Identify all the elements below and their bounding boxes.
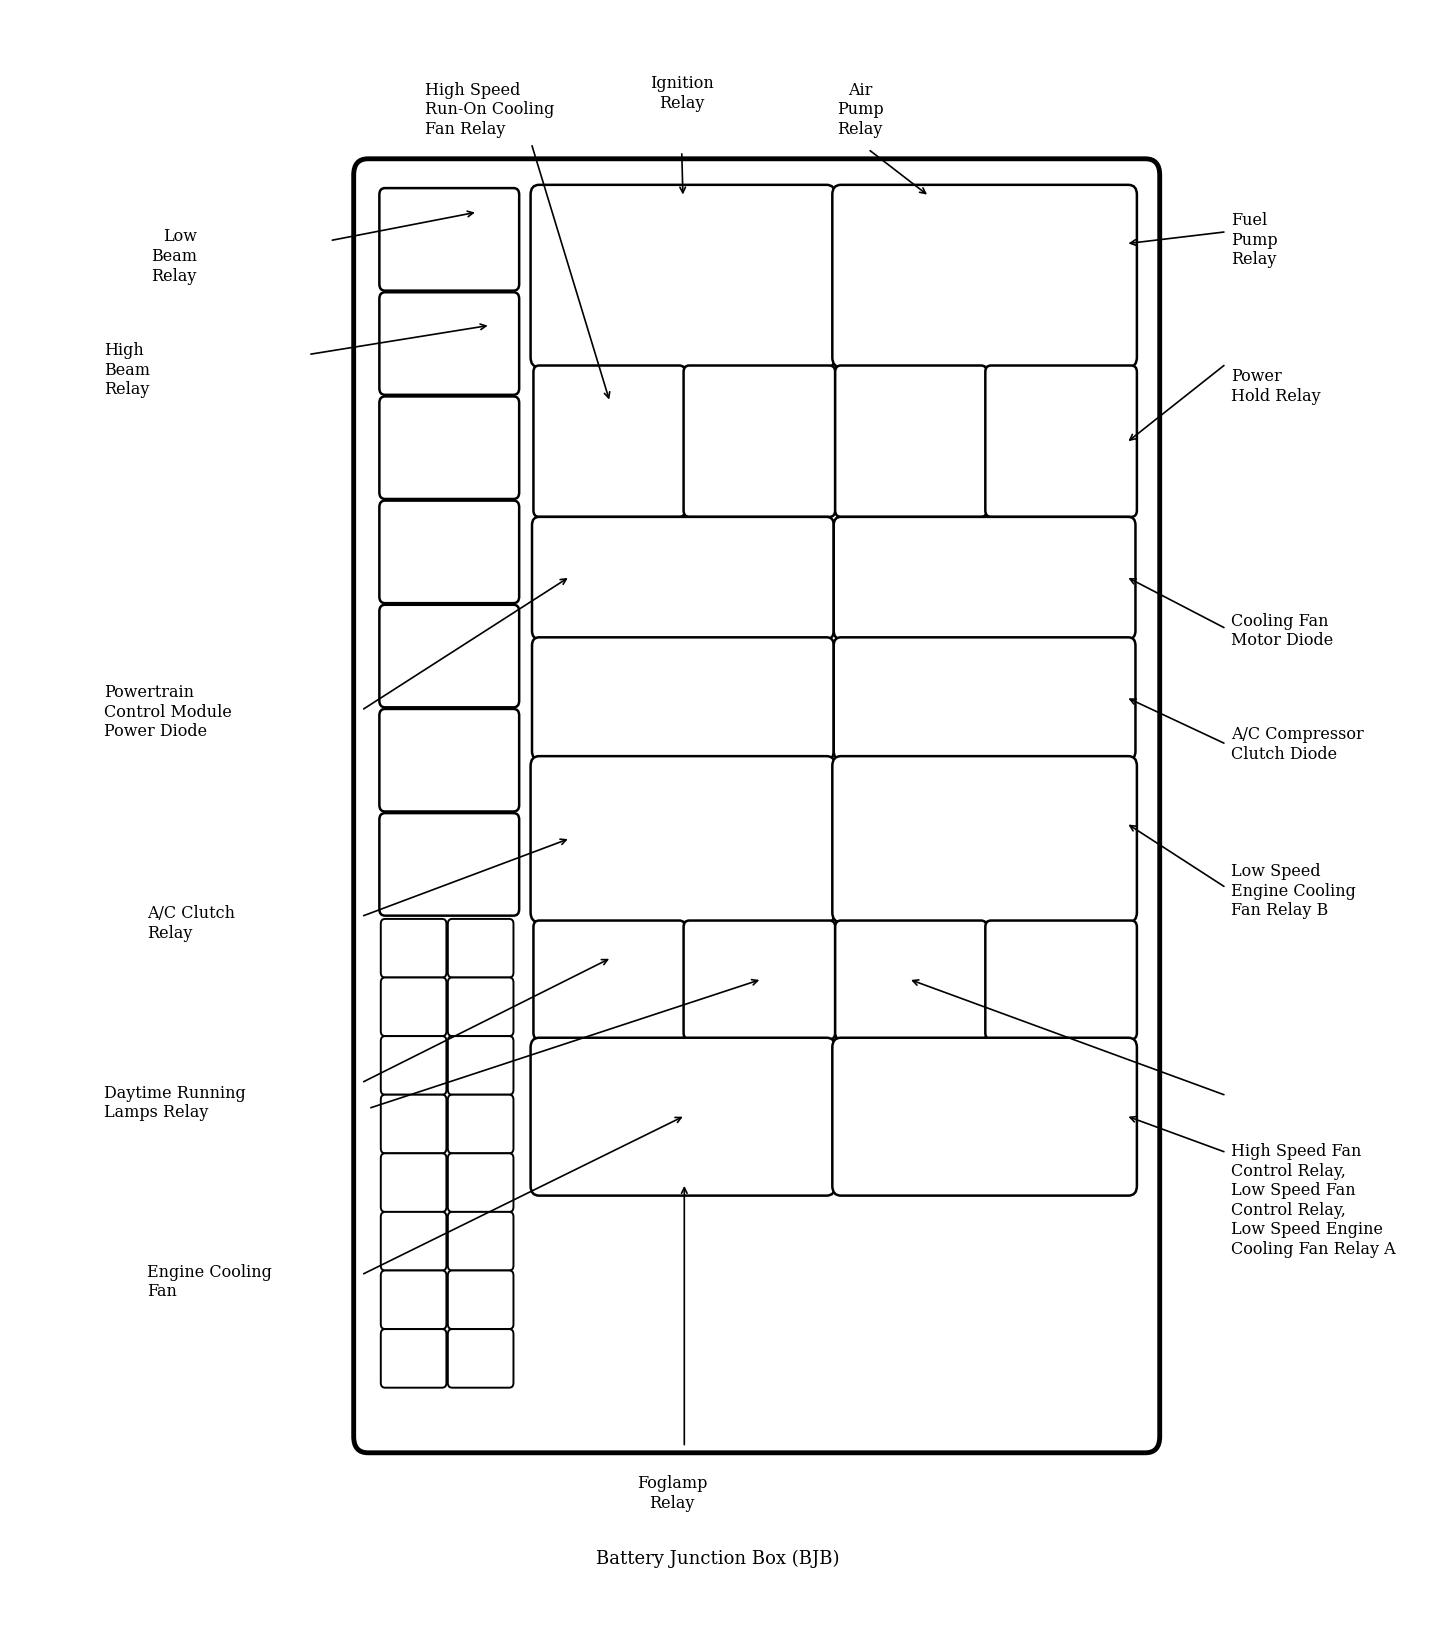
FancyBboxPatch shape (986, 921, 1137, 1039)
FancyBboxPatch shape (531, 185, 835, 366)
FancyBboxPatch shape (380, 605, 519, 707)
Text: Powertrain
Control Module
Power Diode: Powertrain Control Module Power Diode (104, 684, 232, 741)
Text: Power
Hold Relay: Power Hold Relay (1231, 368, 1320, 406)
FancyBboxPatch shape (532, 517, 834, 640)
FancyBboxPatch shape (447, 1328, 514, 1387)
FancyBboxPatch shape (684, 365, 835, 517)
FancyBboxPatch shape (835, 921, 987, 1039)
FancyBboxPatch shape (531, 1037, 835, 1196)
Text: Foglamp
Relay: Foglamp Relay (636, 1476, 707, 1512)
FancyBboxPatch shape (986, 365, 1137, 517)
FancyBboxPatch shape (380, 501, 519, 604)
FancyBboxPatch shape (684, 921, 835, 1039)
FancyBboxPatch shape (834, 638, 1136, 759)
Text: Daytime Running
Lamps Relay: Daytime Running Lamps Relay (104, 1085, 245, 1121)
Text: High Speed
Run-On Cooling
Fan Relay: High Speed Run-On Cooling Fan Relay (426, 82, 554, 137)
FancyBboxPatch shape (380, 396, 519, 499)
Text: Low Speed
Engine Cooling
Fan Relay B: Low Speed Engine Cooling Fan Relay B (1231, 864, 1356, 919)
FancyBboxPatch shape (835, 365, 987, 517)
Text: A/C Compressor
Clutch Diode: A/C Compressor Clutch Diode (1231, 726, 1364, 762)
Text: Cooling Fan
Motor Diode: Cooling Fan Motor Diode (1231, 612, 1333, 649)
FancyBboxPatch shape (534, 365, 685, 517)
FancyBboxPatch shape (381, 1212, 446, 1271)
FancyBboxPatch shape (447, 919, 514, 978)
FancyBboxPatch shape (447, 978, 514, 1036)
Text: Low
Beam
Relay: Low Beam Relay (150, 229, 196, 285)
Text: Ignition
Relay: Ignition Relay (649, 75, 714, 111)
FancyBboxPatch shape (834, 517, 1136, 640)
FancyBboxPatch shape (447, 1271, 514, 1328)
FancyBboxPatch shape (833, 756, 1137, 923)
FancyBboxPatch shape (534, 921, 685, 1039)
FancyBboxPatch shape (447, 1036, 514, 1094)
FancyBboxPatch shape (381, 1328, 446, 1387)
FancyBboxPatch shape (447, 1212, 514, 1271)
FancyBboxPatch shape (531, 756, 835, 923)
FancyBboxPatch shape (833, 1037, 1137, 1196)
Text: Fuel
Pump
Relay: Fuel Pump Relay (1231, 213, 1277, 268)
Text: High
Beam
Relay: High Beam Relay (104, 342, 150, 399)
Text: A/C Clutch
Relay: A/C Clutch Relay (147, 905, 235, 942)
FancyBboxPatch shape (380, 188, 519, 291)
FancyBboxPatch shape (380, 293, 519, 394)
FancyBboxPatch shape (447, 1153, 514, 1212)
FancyBboxPatch shape (447, 1094, 514, 1153)
FancyBboxPatch shape (381, 919, 446, 978)
FancyBboxPatch shape (380, 708, 519, 811)
FancyBboxPatch shape (381, 1271, 446, 1328)
Text: Air
Pump
Relay: Air Pump Relay (837, 82, 883, 137)
FancyBboxPatch shape (833, 185, 1137, 366)
FancyBboxPatch shape (381, 1036, 446, 1094)
Text: High Speed Fan
Control Relay,
Low Speed Fan
Control Relay,
Low Speed Engine
Cool: High Speed Fan Control Relay, Low Speed … (1231, 1144, 1395, 1258)
FancyBboxPatch shape (381, 978, 446, 1036)
Text: Battery Junction Box (BJB): Battery Junction Box (BJB) (596, 1549, 840, 1567)
FancyBboxPatch shape (381, 1153, 446, 1212)
FancyBboxPatch shape (381, 1094, 446, 1153)
FancyBboxPatch shape (354, 159, 1160, 1453)
FancyBboxPatch shape (380, 813, 519, 916)
Text: Engine Cooling
Fan: Engine Cooling Fan (147, 1263, 271, 1301)
FancyBboxPatch shape (532, 638, 834, 759)
